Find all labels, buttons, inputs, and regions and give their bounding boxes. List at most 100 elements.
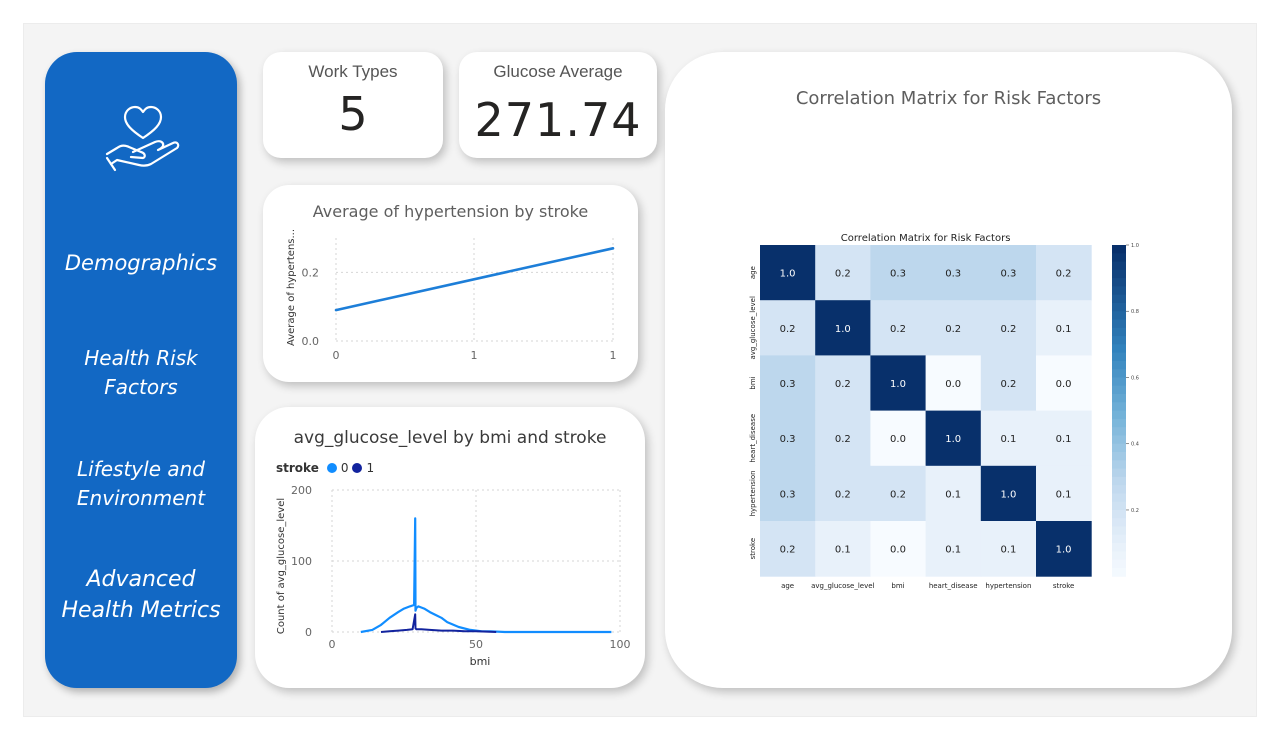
- colorbar-tick-label: 0.6: [1131, 375, 1139, 381]
- legend-dot-0[interactable]: [326, 463, 337, 473]
- colorbar-segment: [1112, 286, 1126, 296]
- heatmap-cell-label: 0.1: [1000, 434, 1016, 445]
- colorbar-segment: [1112, 460, 1126, 470]
- colorbar-segment: [1112, 452, 1126, 461]
- colorbar-tick-label: 0.8: [1131, 309, 1139, 315]
- nav-advanced-health-metrics-line1: Advanced: [86, 567, 196, 592]
- heatmap-cell-label: 0.2: [1000, 379, 1016, 390]
- x-tick-label: 0: [333, 349, 340, 362]
- series-line: [334, 246, 615, 312]
- colorbar-segment: [1112, 534, 1126, 544]
- heatmap-cell: [925, 245, 982, 301]
- heatmap-cell-label: 1.0: [945, 434, 961, 445]
- colorbar-segment: [1112, 468, 1126, 478]
- nav-health-risk-factors-line1: Health Risk: [84, 346, 198, 370]
- nav-health-risk-factors[interactable]: Health Risk Factors: [45, 344, 237, 402]
- colorbar-segment: [1112, 476, 1126, 486]
- heatmap-cell: [760, 245, 816, 301]
- heatmap-cell: [980, 465, 1037, 522]
- heatmap-cell-label: 0.2: [835, 269, 851, 280]
- y-axis-label: Average of hypertens...: [286, 229, 297, 346]
- colorbar-segment: [1112, 526, 1126, 536]
- colorbar-segment: [1112, 278, 1126, 287]
- colorbar-segment: [1112, 509, 1126, 519]
- heatmap-cell-label: 0.3: [780, 379, 796, 390]
- heatmap-cell-label: 0.3: [780, 489, 796, 500]
- heatmap-cell-label: 1.0: [780, 269, 796, 280]
- colorbar-segment: [1112, 269, 1126, 279]
- heatmap-cell-label: 0.0: [890, 545, 906, 556]
- heatmap-cell: [815, 465, 871, 522]
- kpi-glucose-average-value: 271.74: [474, 93, 642, 147]
- x-axis-label: bmi: [470, 655, 491, 668]
- colorbar-segment: [1112, 319, 1126, 329]
- colorbar-segment: [1112, 344, 1126, 354]
- heatmap-cell-label: 0.0: [945, 379, 961, 390]
- heatmap-cell: [760, 300, 816, 356]
- heatmap-cell: [980, 355, 1037, 412]
- colorbar-segment: [1112, 394, 1126, 403]
- nav-health-risk-factors-line2: Factors: [104, 375, 178, 399]
- colorbar-segment: [1112, 543, 1126, 552]
- colorbar-segment: [1112, 369, 1126, 379]
- heatmap-cell: [1036, 300, 1092, 356]
- heatmap-cell: [760, 355, 816, 412]
- nav-demographics[interactable]: Demographics: [45, 247, 237, 279]
- legend-dot-1[interactable]: [352, 463, 363, 473]
- heatmap-y-label: heart_disease: [749, 414, 757, 463]
- heatmap-y-label: avg_glucose_level: [749, 296, 757, 359]
- y-tick-label: 0: [305, 626, 312, 639]
- sidebar-nav: Demographics Health Risk Factors Lifesty…: [45, 52, 237, 688]
- heatmap-cell: [870, 355, 927, 412]
- x-tick-label: 0: [329, 638, 336, 651]
- heatmap-cell: [870, 465, 927, 522]
- heatmap-cell-label: 0.1: [1000, 545, 1016, 556]
- heatmap-x-label: bmi: [891, 582, 904, 590]
- colorbar-segment: [1112, 567, 1126, 577]
- hypertension-by-stroke-card: Average of hypertension by stroke 0.0 0.2…: [263, 185, 638, 382]
- colorbar-segment: [1112, 551, 1126, 561]
- heatmap-cell: [980, 521, 1037, 577]
- kpi-work-types-card: Work Types 5: [263, 52, 443, 158]
- y-tick-label: 200: [291, 484, 312, 497]
- heatmap-cell: [870, 410, 927, 467]
- heatmap-cell: [980, 410, 1037, 467]
- series-line-0: [360, 517, 612, 634]
- hypertension-chart-title: Average of hypertension by stroke: [312, 202, 589, 221]
- colorbar-segment: [1112, 493, 1126, 503]
- nav-lifestyle-environment-line1: Lifestyle and: [77, 457, 205, 481]
- heatmap-cell-label: 0.1: [1056, 434, 1072, 445]
- legend-label-1[interactable]: 1: [366, 461, 375, 475]
- heatmap-cell-label: 0.3: [1000, 269, 1016, 280]
- hypertension-line-chart: 0.0 0.2 0 1 1 Average of hypertens...: [286, 229, 617, 362]
- heatmap-cell: [760, 465, 816, 522]
- heatmap-y-label: age: [749, 266, 757, 279]
- heatmap-title: Correlation Matrix for Risk Factors: [841, 233, 1011, 244]
- y-axis-label: Count of avg_glucose_level: [276, 498, 287, 634]
- glucose-chart-title: avg_glucose_level by bmi and stroke: [293, 428, 607, 448]
- heatmap-cell-label: 1.0: [1056, 545, 1072, 556]
- heatmap-cell-label: 0.2: [835, 434, 851, 445]
- colorbar-segment: [1112, 327, 1126, 337]
- heatmap-cell-label: 0.2: [1056, 269, 1072, 280]
- x-tick-label: 1: [471, 349, 478, 362]
- heatmap-cell-label: 1.0: [835, 324, 851, 335]
- nav-lifestyle-environment[interactable]: Lifestyle and Environment: [45, 455, 237, 513]
- heatmap-cell: [1036, 245, 1092, 301]
- colorbar-segment: [1112, 418, 1126, 428]
- heatmap-cell: [870, 521, 927, 577]
- heatmap-cell: [1036, 355, 1092, 412]
- legend-label-0[interactable]: 0: [340, 461, 349, 475]
- heatmap-cell: [925, 300, 982, 356]
- colorbar-segment: [1112, 559, 1126, 569]
- nav-advanced-health-metrics[interactable]: Advanced Health Metrics: [45, 564, 237, 626]
- kpi-work-types-value: 5: [338, 87, 368, 141]
- heatmap-cell: [815, 300, 871, 356]
- correlation-heatmap: Correlation Matrix for Risk Factors 1.0 0.…: [749, 233, 1139, 590]
- heatmap-cell: [870, 300, 927, 356]
- hand-heart-icon: [105, 105, 180, 172]
- heatmap-cell-label: 0.3: [945, 269, 961, 280]
- stroke-legend: stroke 0 1: [276, 461, 374, 475]
- glucose-bmi-chart: 0 100 200 0 50 100 bmi Count of avg_glucose_lev…: [276, 484, 631, 668]
- colorbar-segment: [1112, 336, 1126, 345]
